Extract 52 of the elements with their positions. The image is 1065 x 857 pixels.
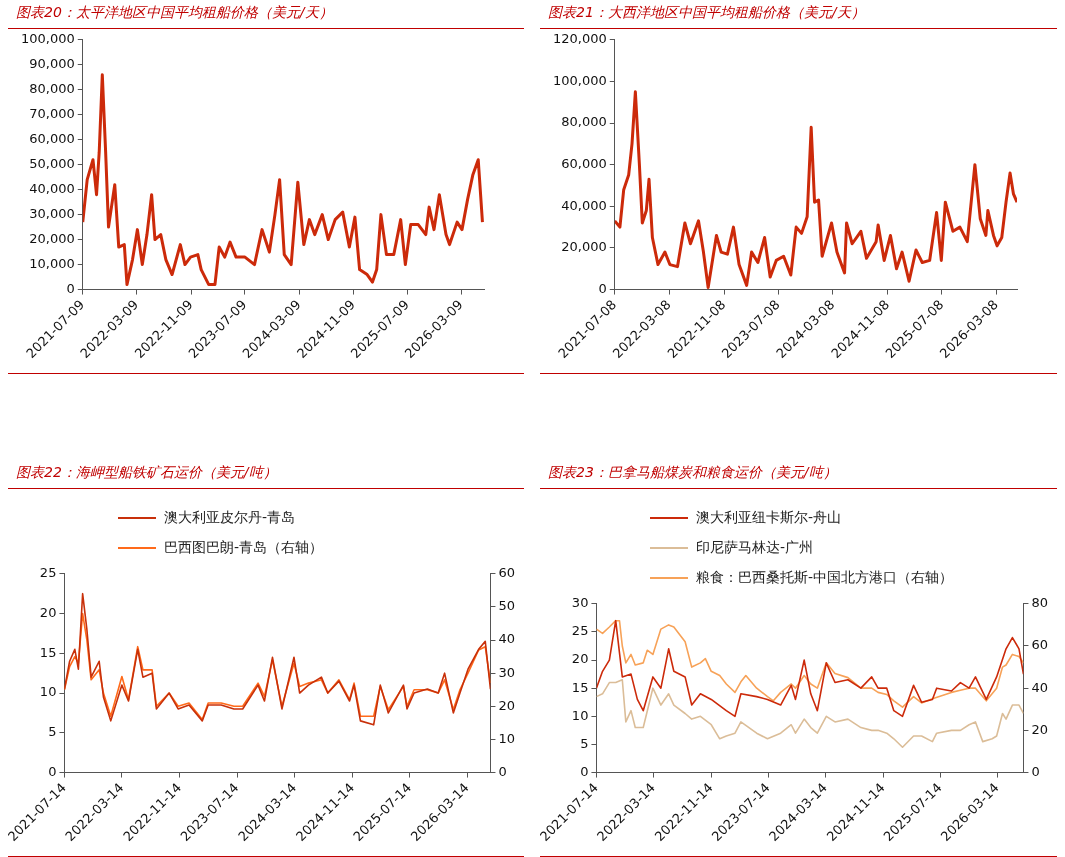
y2-tick-label: 60 <box>498 565 515 581</box>
y-tick-label: 0 <box>580 763 589 779</box>
y-tick-label: 10 <box>39 684 57 700</box>
y-tick-label: 25 <box>571 623 589 639</box>
y-tick-label: 10 <box>571 707 589 723</box>
legend-label: 澳大利亚纽卡斯尔-舟山 <box>696 509 842 527</box>
legend-label: 印尼萨马林达-广州 <box>696 539 814 557</box>
y2-tick-label: 80 <box>1031 595 1048 611</box>
y-tick-label: 50,000 <box>29 156 75 172</box>
y-tick-label: 60,000 <box>561 156 607 172</box>
y2-tick-label: 40 <box>1031 679 1048 695</box>
y-tick-label: 15 <box>571 679 589 695</box>
y-tick-label: 5 <box>580 735 589 751</box>
y-tick-label: 40,000 <box>561 197 607 213</box>
y-tick-label: 80,000 <box>561 114 607 130</box>
chart-title: 图表22：海岬型船铁矿石运价（美元/吨） <box>8 460 524 489</box>
y-tick-label: 15 <box>39 644 57 660</box>
legend-label: 澳大利亚皮尔丹-青岛 <box>164 509 296 527</box>
y-tick-label: 30,000 <box>29 206 75 221</box>
y2-tick-label: 10 <box>498 730 515 746</box>
legend-label: 巴西图巴朗-青岛（右轴） <box>164 539 324 557</box>
y-tick-label: 120,000 <box>552 31 607 47</box>
y2-tick-label: 0 <box>1031 763 1040 779</box>
y2-tick-label: 30 <box>498 664 515 680</box>
y2-tick-label: 60 <box>1031 637 1048 653</box>
y2-tick-label: 0 <box>498 763 507 779</box>
y-tick-label: 0 <box>598 280 607 296</box>
y-tick-label: 90,000 <box>29 56 75 72</box>
y-tick-label: 0 <box>48 763 57 779</box>
y-tick-label: 20,000 <box>29 230 75 246</box>
y2-tick-label: 20 <box>498 697 515 713</box>
legend-label: 粮食：巴西桑托斯-中国北方港口（右轴） <box>696 569 954 587</box>
y-tick-label: 100,000 <box>20 31 75 47</box>
chart-title: 图表21：大西洋地区中国平均租船价格（美元/天） <box>540 0 1057 29</box>
y-tick-label: 0 <box>66 280 75 296</box>
y-tick-label: 60,000 <box>29 131 75 147</box>
y-tick-label: 10,000 <box>29 255 75 271</box>
y2-tick-label: 40 <box>498 631 515 647</box>
y-tick-label: 30 <box>571 595 589 611</box>
y2-tick-label: 20 <box>1031 721 1048 737</box>
y-tick-label: 20,000 <box>561 239 607 255</box>
chart-title: 图表23：巴拿马船煤炭和粮食运价（美元/吨） <box>540 460 1057 489</box>
y2-tick-label: 50 <box>498 598 515 614</box>
y-tick-label: 5 <box>48 724 57 740</box>
y-tick-label: 20 <box>571 651 589 667</box>
y-tick-label: 80,000 <box>29 81 75 97</box>
y-tick-label: 25 <box>39 565 57 581</box>
y-tick-label: 70,000 <box>29 106 75 122</box>
y-tick-label: 40,000 <box>29 181 75 197</box>
chart-title: 图表20：太平洋地区中国平均租船价格（美元/天） <box>8 0 524 29</box>
y-tick-label: 100,000 <box>552 72 607 88</box>
y-tick-label: 20 <box>39 604 57 620</box>
